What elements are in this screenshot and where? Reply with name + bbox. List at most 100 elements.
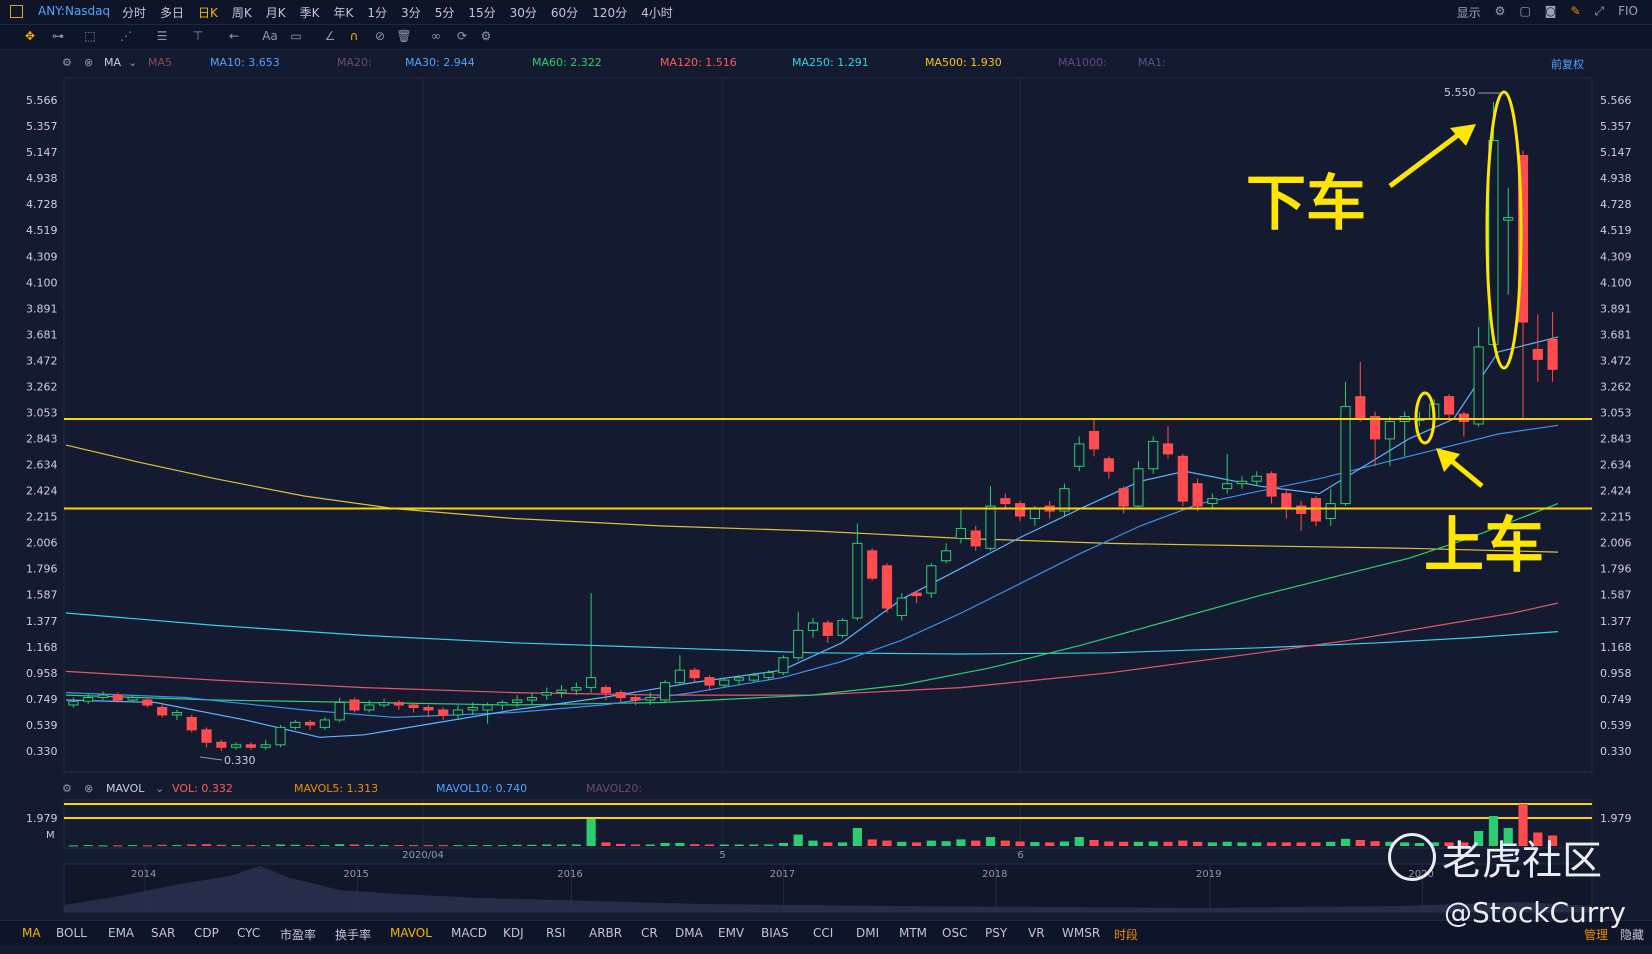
highlight-ellipse bbox=[1414, 391, 1436, 445]
sell-arrow bbox=[1388, 130, 1464, 188]
period-tab[interactable]: 多日 bbox=[160, 6, 185, 20]
wave-tool-icon[interactable]: ⋰ bbox=[120, 29, 132, 43]
period-tab[interactable]: 60分 bbox=[550, 6, 579, 20]
tool-settings-icon[interactable]: ⚙ bbox=[480, 29, 492, 43]
indicator-tab[interactable]: WMSR bbox=[1062, 926, 1101, 940]
indicator-tab[interactable]: 换手率 bbox=[335, 928, 372, 942]
y-tick-left: 2.424 bbox=[26, 485, 58, 498]
period-tab[interactable]: 年K bbox=[333, 6, 354, 20]
candle-body bbox=[689, 669, 700, 679]
candle-body bbox=[319, 719, 330, 728]
vol-close-icon[interactable]: ⊗ bbox=[84, 782, 94, 795]
window-square-icon[interactable] bbox=[10, 5, 23, 18]
vol-dropdown-icon[interactable]: ⌄ bbox=[155, 782, 165, 795]
settings-icon[interactable]: ⚙ bbox=[1494, 4, 1506, 18]
ma-settings-icon[interactable]: ⚙ bbox=[62, 56, 72, 69]
indicator-tab[interactable]: VR bbox=[1028, 926, 1045, 940]
text-tool-icon[interactable]: Aa bbox=[262, 29, 278, 43]
indicator-tab[interactable]: MTM bbox=[899, 926, 928, 940]
indicator-tab[interactable]: MACD bbox=[451, 926, 487, 940]
indicator-tab[interactable]: BIAS bbox=[761, 926, 789, 940]
indicator-tab[interactable]: DMA bbox=[675, 926, 703, 940]
candle-body bbox=[571, 687, 582, 691]
candle-body bbox=[807, 622, 819, 631]
candle-body bbox=[349, 699, 360, 711]
y-tick-right: 1.796 bbox=[1600, 563, 1632, 576]
indicator-tab[interactable]: MA bbox=[22, 926, 41, 940]
candle-body bbox=[201, 729, 212, 743]
indicator-tab[interactable]: DMI bbox=[856, 926, 880, 940]
y-tick-left: 0.330 bbox=[26, 745, 58, 758]
layout-icon[interactable]: ▢ bbox=[1519, 4, 1531, 18]
manage-button[interactable]: 管理 bbox=[1584, 928, 1609, 942]
volume-bar bbox=[364, 844, 374, 846]
ma-label[interactable]: MA bbox=[104, 56, 122, 69]
indicator-tab[interactable]: CDP bbox=[194, 926, 219, 940]
period-tab[interactable]: 30分 bbox=[509, 6, 537, 20]
period-tab[interactable]: 15分 bbox=[468, 6, 496, 20]
ma-close-icon[interactable]: ⊗ bbox=[84, 56, 94, 69]
camera-icon[interactable]: ◙ bbox=[1544, 4, 1557, 18]
rect-tool-icon[interactable]: ⬚ bbox=[84, 29, 96, 43]
display-menu[interactable]: 显示 bbox=[1456, 6, 1481, 20]
period-tab[interactable]: 日K bbox=[198, 6, 218, 20]
hide-icon[interactable]: ⊘ bbox=[374, 29, 386, 43]
crosshair-icon[interactable]: ✥ bbox=[24, 29, 36, 43]
indicator-tab[interactable]: RSI bbox=[546, 926, 566, 940]
candle-body bbox=[1532, 348, 1543, 360]
fq-label[interactable]: FIO bbox=[1618, 4, 1638, 18]
indicator-tab[interactable]: SAR bbox=[151, 926, 176, 940]
candle-body bbox=[1177, 455, 1188, 502]
volume-bar bbox=[1355, 840, 1365, 846]
hide-button[interactable]: 隐藏 bbox=[1620, 928, 1645, 942]
link-icon[interactable]: ∞ bbox=[431, 29, 441, 43]
arrow-tool-icon[interactable]: ← bbox=[228, 29, 240, 43]
indicator-tab[interactable]: EMV bbox=[718, 926, 745, 940]
indicator-tab[interactable]: PSY bbox=[985, 926, 1008, 940]
period-tab[interactable]: 季K bbox=[299, 6, 320, 20]
sync-icon[interactable]: ⟳ bbox=[456, 29, 468, 43]
indicator-tab[interactable]: 时段 bbox=[1114, 928, 1139, 942]
magnet-icon[interactable]: ∩ bbox=[349, 29, 359, 43]
nav-year-label: 2017 bbox=[770, 869, 795, 880]
indicator-tab[interactable]: BOLL bbox=[56, 926, 87, 940]
y-tick-left: 4.728 bbox=[26, 198, 58, 211]
indicator-tab[interactable]: MAVOL bbox=[390, 926, 432, 940]
expand-icon[interactable]: ⤢ bbox=[1594, 4, 1605, 18]
indicator-tab[interactable]: EMA bbox=[108, 926, 135, 940]
vol-label[interactable]: MAVOL bbox=[106, 782, 145, 795]
y-tick-left: 1.587 bbox=[26, 589, 58, 602]
candle-body bbox=[1310, 498, 1322, 522]
candle-body bbox=[1355, 396, 1366, 420]
indicator-tab[interactable]: OSC bbox=[942, 926, 968, 940]
trash-icon[interactable]: 🗑 bbox=[396, 29, 412, 43]
period-tab[interactable]: 分时 bbox=[122, 6, 147, 20]
indicator-tab[interactable]: CCI bbox=[813, 926, 834, 940]
period-tab[interactable]: 3分 bbox=[401, 6, 421, 20]
ma-dropdown-icon[interactable]: ⌄ bbox=[128, 56, 138, 69]
period-tab[interactable]: 5分 bbox=[434, 6, 455, 20]
period-tab[interactable]: 周K bbox=[231, 6, 252, 20]
indicator-tab[interactable]: CYC bbox=[237, 926, 261, 940]
symbol-label[interactable]: ANY:Nasdaq bbox=[38, 4, 111, 18]
fib-tool-icon[interactable]: ☰ bbox=[156, 29, 168, 43]
indicator-tab[interactable]: KDJ bbox=[503, 926, 524, 940]
period-tab[interactable]: 1分 bbox=[367, 6, 388, 20]
candle-body bbox=[867, 550, 878, 579]
pencil-icon[interactable]: ✎ bbox=[1570, 4, 1581, 18]
period-tab[interactable]: 4小时 bbox=[641, 6, 673, 20]
indicator-tab[interactable]: 市盈率 bbox=[280, 928, 317, 942]
tee-tool-icon[interactable]: ⊤ bbox=[192, 29, 204, 43]
period-tab[interactable]: 120分 bbox=[592, 6, 628, 20]
adjust-label[interactable]: 前复权 bbox=[1551, 58, 1584, 71]
date-label: 6 bbox=[1017, 850, 1023, 861]
volume-bar bbox=[971, 840, 981, 846]
indicator-tab[interactable]: ARBR bbox=[589, 926, 623, 940]
vol-settings-icon[interactable]: ⚙ bbox=[62, 782, 72, 795]
indicator-tab[interactable]: CR bbox=[641, 926, 658, 940]
period-tab[interactable]: 月K bbox=[265, 6, 286, 20]
line-tool-icon[interactable]: ⊶ bbox=[52, 29, 64, 43]
ruler-icon[interactable]: ∠ bbox=[324, 29, 336, 43]
comment-tool-icon[interactable]: ▭ bbox=[290, 29, 302, 43]
